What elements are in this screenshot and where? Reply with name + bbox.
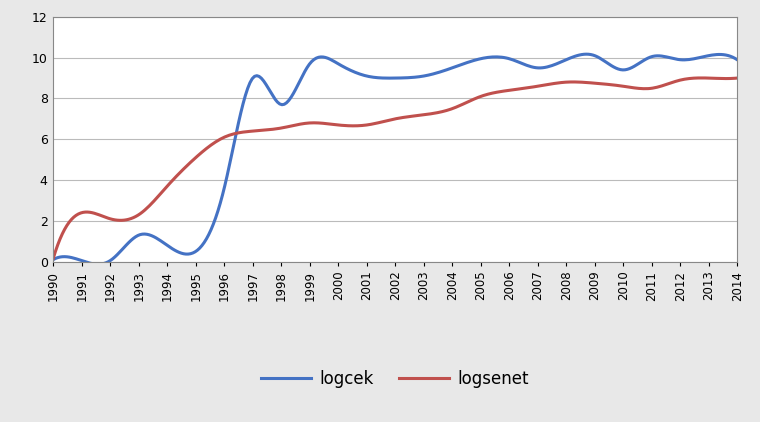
logsenet bbox=[625, 85, 635, 90]
logcek bbox=[456, 62, 465, 68]
logsenet bbox=[696, 76, 705, 81]
logcek bbox=[458, 62, 467, 67]
logcek bbox=[673, 57, 682, 62]
logsenet bbox=[733, 76, 742, 81]
logsenet bbox=[456, 103, 465, 108]
logsenet bbox=[51, 249, 60, 254]
logcek bbox=[49, 257, 58, 262]
logcek bbox=[630, 64, 639, 69]
logcek bbox=[470, 58, 479, 63]
logsenet bbox=[467, 97, 477, 103]
logcek bbox=[581, 51, 591, 57]
logcek bbox=[94, 262, 103, 267]
logcek bbox=[51, 256, 60, 261]
Legend: logcek, logsenet: logcek, logsenet bbox=[255, 363, 536, 394]
Line: logcek: logcek bbox=[53, 54, 737, 264]
logcek bbox=[733, 57, 742, 62]
logsenet bbox=[669, 80, 678, 85]
logsenet bbox=[49, 256, 58, 261]
logsenet bbox=[454, 104, 463, 109]
Line: logsenet: logsenet bbox=[53, 78, 737, 259]
